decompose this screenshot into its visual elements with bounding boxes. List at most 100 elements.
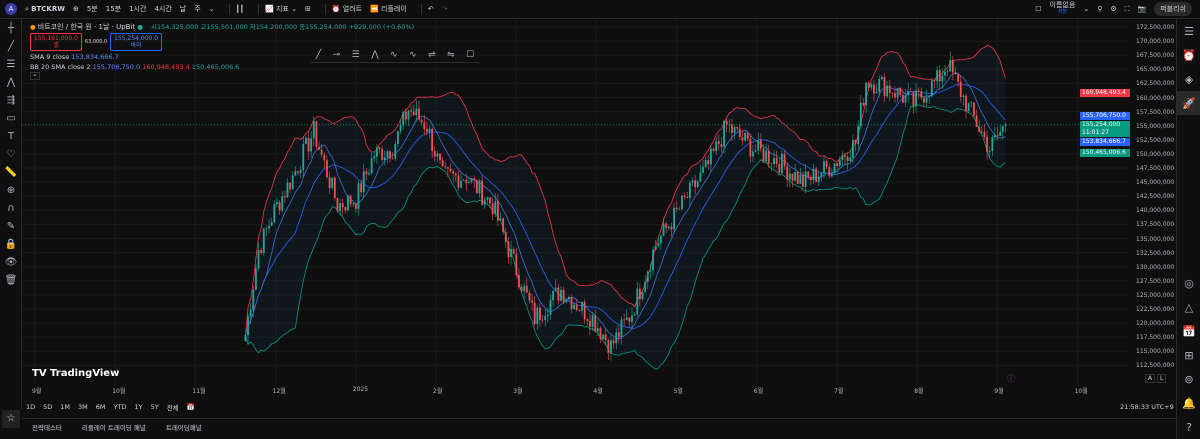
undo-icon[interactable]: ↶	[427, 5, 434, 13]
range-5y[interactable]: 5Y	[150, 403, 159, 411]
chevron-down-icon[interactable]: ⌄	[208, 5, 215, 13]
magnet-icon[interactable]: ∩	[7, 202, 15, 214]
range-6m[interactable]: 6M	[95, 403, 106, 411]
layouts-icon[interactable]: ⊞	[304, 5, 311, 13]
layout-name[interactable]: 이름없음 저장	[1050, 2, 1076, 16]
indicators-button[interactable]: 📈 지표 ⌄	[265, 5, 297, 13]
wave2-tool-icon[interactable]: ∿	[409, 49, 417, 60]
candle-body	[867, 82, 870, 88]
projection-icon[interactable]: ⇶	[6, 94, 16, 106]
fullscreen-icon[interactable]: ⛶	[1124, 4, 1130, 13]
eye-icon[interactable]: 👁	[4, 256, 18, 268]
range-5d[interactable]: 5D	[43, 403, 53, 411]
candle-body	[759, 139, 762, 149]
range-ytd[interactable]: YTD	[113, 403, 127, 411]
publish-button[interactable]: 퍼블리쉬	[1154, 2, 1192, 16]
quick-search-icon[interactable]: ⚲	[1097, 5, 1103, 13]
zoom-in-icon[interactable]: ⊕	[6, 184, 16, 196]
range-1m[interactable]: 1M	[60, 403, 71, 411]
trendline-icon[interactable]: ╱	[7, 40, 15, 52]
price-tick: 137,500,000	[1136, 221, 1175, 229]
interval-week[interactable]: 주	[194, 5, 201, 13]
alerts-clock-icon[interactable]: ⏰	[1182, 48, 1196, 62]
range-all[interactable]: 전체	[166, 404, 179, 412]
candle-body	[949, 59, 952, 72]
collapse-legend-button[interactable]: ⌃	[30, 72, 40, 81]
candle-body	[376, 147, 378, 157]
redo-icon[interactable]: ↷	[441, 5, 448, 13]
candle-body	[996, 134, 999, 136]
date-range-tool-icon[interactable]: ⇋	[447, 49, 455, 60]
sell-button[interactable]: 155,191,000.0 셀	[30, 33, 82, 51]
rocket-icon[interactable]: 🚀	[1177, 91, 1200, 115]
favorite-star-icon[interactable]: ☆	[2, 410, 20, 428]
layers-icon[interactable]: ◈	[1184, 72, 1194, 86]
alert-button[interactable]: ⏰ 얼러트	[332, 4, 362, 14]
lightning-icon[interactable]: ⓘ	[1007, 374, 1015, 383]
goto-date-icon[interactable]: 📅	[186, 403, 195, 411]
compare-button[interactable]: ⊕	[72, 5, 79, 13]
candle-body	[502, 218, 505, 233]
interval-4h[interactable]: 4시간	[154, 5, 172, 13]
pattern-icon[interactable]: ⋀	[6, 76, 16, 88]
interval-5m[interactable]: 5분	[86, 5, 98, 13]
scale-log-button[interactable]: L	[1157, 374, 1167, 383]
ideas-icon[interactable]: △	[1184, 300, 1194, 314]
watchlist-icon[interactable]: ☰	[1184, 24, 1194, 38]
stream-icon[interactable]: ⊚	[1184, 372, 1194, 386]
layout-checkbox-icon[interactable]: ☐	[1035, 5, 1042, 13]
range-1y[interactable]: 1Y	[134, 403, 143, 411]
trash-icon[interactable]: 🗑	[4, 274, 18, 286]
fib-icon[interactable]: ☰	[6, 58, 16, 70]
bell-icon[interactable]: 🔔	[1182, 396, 1196, 410]
crosshair-icon[interactable]: ┼	[7, 22, 15, 34]
tab-strategy-tester[interactable]: 전략테스터	[32, 423, 62, 432]
bb-legend[interactable]: BB 20 SMA close 2 155,706,750.0 160,948,…	[30, 62, 414, 72]
candle-body	[412, 111, 415, 116]
rect-tool-icon[interactable]: ☐	[466, 49, 475, 60]
interval-day[interactable]: 날	[179, 5, 187, 13]
tab-replay-trading-panel[interactable]: 리플레이 트레이딩 패널	[81, 423, 146, 432]
settings-gear-icon[interactable]: ⚙	[1110, 5, 1117, 13]
calendar-icon[interactable]: 📅	[1182, 324, 1196, 338]
price-chart[interactable]	[22, 19, 1128, 385]
range-3m[interactable]: 3M	[78, 403, 88, 411]
sma-legend[interactable]: SMA 9 close 153,834,666.7	[30, 52, 414, 62]
interval-1h[interactable]: 1시간	[129, 5, 147, 13]
buy-button[interactable]: 155,254,000.0 바이	[110, 33, 163, 51]
line-tool-icon[interactable]: ╱	[315, 49, 322, 60]
candle-body	[883, 76, 886, 97]
brand-label: TradingView	[50, 368, 120, 379]
range-tool-icon[interactable]: ⇌	[428, 49, 436, 60]
avatar[interactable]: A	[5, 3, 17, 15]
wave-tool-icon[interactable]: ∿	[390, 49, 398, 60]
help-icon[interactable]: ?	[1186, 420, 1192, 434]
range-1d[interactable]: 1D	[26, 403, 36, 411]
last-price: 155,254,000	[1082, 121, 1121, 128]
pattern-tool-icon[interactable]: ⋀	[371, 49, 379, 60]
candle-type-icon[interactable]: ┃┃	[235, 5, 244, 13]
camera-icon[interactable]: 📷	[1137, 5, 1147, 13]
text-icon[interactable]: T	[7, 130, 15, 142]
candle-body	[681, 195, 683, 209]
candle-body	[333, 177, 336, 199]
replay-button[interactable]: ⏪ 리플레이	[370, 4, 407, 14]
apps-grid-icon[interactable]: ⊞	[1184, 348, 1194, 362]
tab-trading-panel[interactable]: 트레이딩패널	[165, 423, 202, 432]
symbol-search[interactable]: ⌕ BTCKRW	[25, 5, 65, 14]
lock-icon[interactable]: 🔒	[4, 238, 18, 250]
clock[interactable]: 21:58:33 UTC+9	[1120, 403, 1174, 411]
alarm-icon: ⏰	[331, 5, 343, 13]
bottom-tabs: 전략테스터 리플레이 트레이딩 패널 트레이딩패널	[22, 418, 1176, 434]
chevron-down-icon[interactable]: ⌄	[1083, 5, 1090, 13]
target-icon[interactable]: ◎	[1184, 276, 1194, 290]
candle-body	[331, 177, 334, 188]
rectangle-icon[interactable]: ▭	[6, 112, 16, 124]
channel-tool-icon[interactable]: ☰	[351, 49, 360, 60]
heart-icon[interactable]: ♡	[6, 148, 16, 160]
lock-draw-icon[interactable]: ✎	[6, 220, 16, 232]
hline-tool-icon[interactable]: ⊸	[332, 49, 341, 60]
interval-15m[interactable]: 15분	[105, 5, 122, 13]
scale-auto-button[interactable]: A	[1145, 374, 1156, 383]
ruler-icon[interactable]: 📏	[4, 166, 18, 178]
